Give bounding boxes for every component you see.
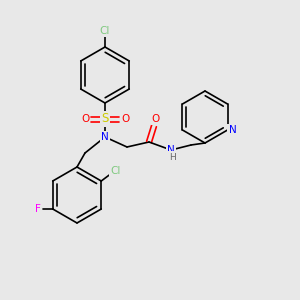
- Text: F: F: [35, 204, 41, 214]
- Text: N: N: [101, 132, 109, 142]
- Text: N: N: [167, 145, 175, 155]
- Text: O: O: [152, 114, 160, 124]
- Text: Cl: Cl: [100, 26, 110, 36]
- Text: H: H: [169, 152, 176, 161]
- Text: O: O: [121, 114, 129, 124]
- Text: N: N: [229, 125, 236, 135]
- Text: Cl: Cl: [110, 166, 120, 176]
- Text: S: S: [101, 112, 109, 125]
- Text: O: O: [81, 114, 89, 124]
